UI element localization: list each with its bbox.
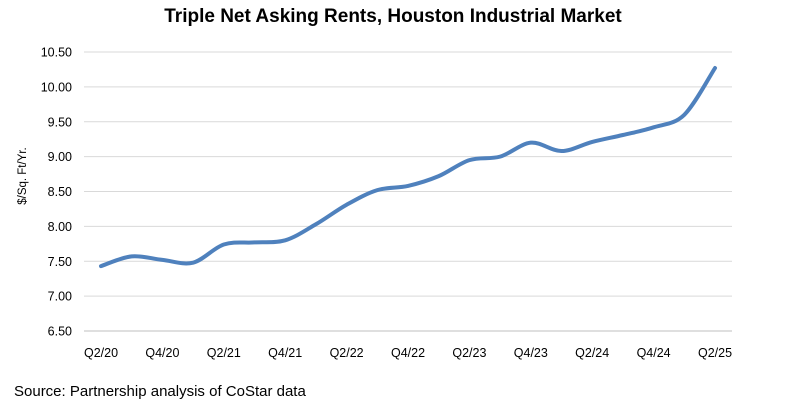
data-point [375,188,379,192]
data-points [99,66,717,268]
x-tick-label: Q4/24 [637,346,671,360]
y-tick-label: 7.50 [48,255,72,269]
data-point [590,140,594,144]
data-point [682,113,686,117]
data-point [406,184,410,188]
x-tick-label: Q4/21 [268,346,302,360]
data-point [652,125,656,129]
data-point [529,141,533,145]
x-tick-label: Q2/20 [84,346,118,360]
x-tick-labels: Q2/20 Q4/20 Q2/21 Q4/21 Q2/22 Q4/22 Q2/23 Q4/23… [84,346,732,360]
y-tick-label: 8.50 [48,185,72,199]
gridlines [84,51,732,297]
data-point [222,243,226,247]
data-point [560,149,564,153]
y-tick-label: 10.00 [41,80,72,94]
y-tick-label: 7.00 [48,290,72,304]
data-point [467,158,471,162]
x-tick-label: Q4/22 [391,346,425,360]
data-point [130,254,134,258]
chart-title: Triple Net Asking Rents, Houston Industr… [164,6,622,27]
data-point [253,240,257,244]
data-point [160,258,164,262]
series-line [99,66,717,269]
y-axis-label: $/Sq. Ft/Yr. [17,147,29,205]
x-tick-label: Q4/23 [514,346,548,360]
data-point [99,264,103,268]
x-tick-label: Q4/20 [145,346,179,360]
y-tick-label: 9.00 [48,150,72,164]
x-tick-label: Q2/23 [452,346,486,360]
y-tick-label: 10.50 [41,46,72,60]
data-point [345,203,349,207]
x-tick-label: Q2/25 [698,346,732,360]
x-tick-label: Q2/24 [575,346,609,360]
data-point [314,222,318,226]
y-tick-label: 6.50 [48,325,72,339]
x-tick-label: Q2/22 [330,346,364,360]
data-point [283,238,287,242]
data-point [191,261,195,265]
data-point [437,174,441,178]
y-tick-label: 8.00 [48,220,72,234]
x-tick-label: Q2/21 [207,346,241,360]
data-point [498,155,502,159]
data-point [713,66,717,70]
source-note: Source: Partnership analysis of CoStar d… [14,383,306,400]
y-tick-labels: 6.50 7.00 7.50 8.00 8.50 9.00 9.50 10.00 10.50 [41,46,72,339]
y-tick-label: 9.50 [48,115,72,129]
data-point [621,133,625,137]
